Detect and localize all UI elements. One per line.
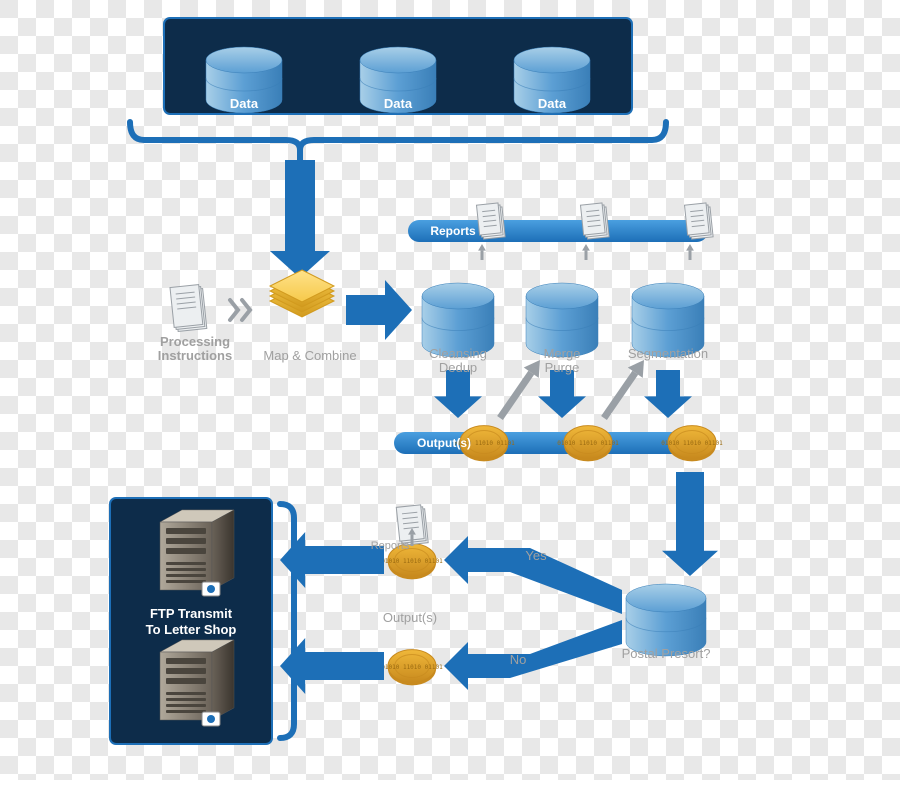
server-icon-0 <box>160 510 234 596</box>
postal-cylinder <box>626 584 706 656</box>
svg-text:01010 11010 01101: 01010 11010 01101 <box>453 440 515 447</box>
processing-doc-icon <box>170 285 207 332</box>
svg-text:01010 11010 01101: 01010 11010 01101 <box>381 664 443 671</box>
server-icon-1 <box>160 640 234 726</box>
mid-cylinder-2 <box>632 283 704 357</box>
mid-cylinder-1 <box>526 283 598 357</box>
reports-doc-icon-0 <box>476 203 505 239</box>
data-cylinder-2 <box>514 47 590 113</box>
reports-doc-icon-2 <box>684 203 713 239</box>
svg-text:01010 11010 01101: 01010 11010 01101 <box>661 440 723 447</box>
svg-text:01010 11010 01101: 01010 11010 01101 <box>557 440 619 447</box>
diagram-stage: 01010 11010 01101 01010 11010 01101 01010 … <box>0 0 900 800</box>
data-cylinder-0 <box>206 47 282 113</box>
reports-bar <box>408 220 708 242</box>
svg-text:01010 11010 01101: 01010 11010 01101 <box>381 558 443 565</box>
data-cylinder-1 <box>360 47 436 113</box>
mid-cylinder-0 <box>422 283 494 357</box>
reports-doc-icon-1 <box>580 203 609 239</box>
diagram-svg: 01010 11010 01101 01010 11010 01101 01010 … <box>0 0 900 800</box>
